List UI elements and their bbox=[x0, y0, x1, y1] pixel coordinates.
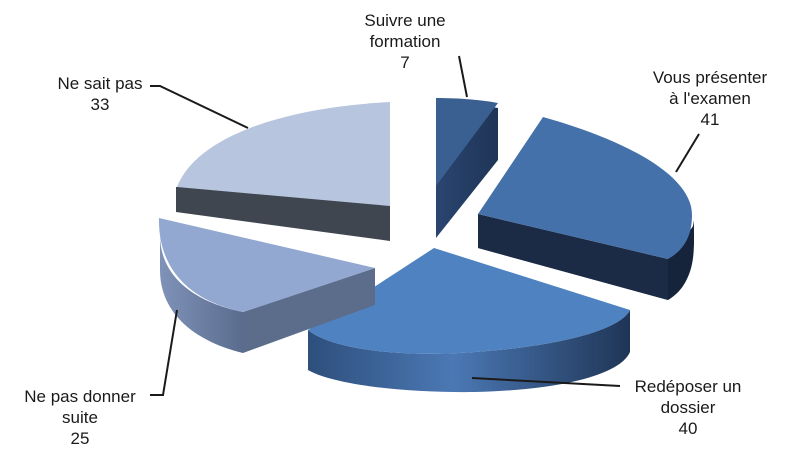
slice-label-suivre: Suivre une formation 7 bbox=[335, 10, 475, 73]
slice-ne-sait-pas bbox=[176, 102, 390, 241]
slice-redeposer-top bbox=[308, 248, 630, 354]
slice-nepas-side-right bbox=[243, 268, 375, 353]
slice-ne-sait-pas-top bbox=[177, 102, 390, 206]
slice-ne-pas-donner-suite bbox=[158, 218, 375, 353]
slice-label-nesaitpas-line1: Ne sait pas bbox=[57, 74, 143, 93]
slice-redeposer-side bbox=[308, 310, 630, 393]
slice-value-suivre: 7 bbox=[400, 53, 410, 72]
slice-label-nepas-line1: Ne pas donner bbox=[24, 387, 136, 406]
leader-line-vous bbox=[675, 133, 700, 173]
leader-line-nesaitpas bbox=[150, 85, 249, 129]
slice-label-vous-line1: Vous présenter bbox=[652, 68, 768, 87]
slice-value-redeposer: 40 bbox=[678, 419, 698, 438]
slice-vous-presenter bbox=[478, 117, 694, 300]
slice-label-redeposer-line2: dossier bbox=[660, 398, 716, 417]
slice-vous-top bbox=[478, 117, 692, 259]
slice-label-suivre-line1: Suivre une bbox=[364, 11, 446, 30]
slice-nepas-side-left bbox=[160, 235, 243, 353]
slice-label-nepas-line2: suite bbox=[62, 408, 98, 427]
slice-label-nesaitpas: Ne sait pas 33 bbox=[40, 73, 160, 115]
slice-suivre-une-formation bbox=[436, 98, 498, 238]
slice-suivre-top bbox=[436, 98, 498, 186]
slice-label-redeposer: Redéposer un dossier 40 bbox=[618, 376, 758, 439]
leader-line-nepas bbox=[150, 309, 178, 396]
slice-value-vous: 41 bbox=[700, 110, 720, 129]
slice-nepas-top bbox=[158, 218, 375, 312]
slice-label-vous: Vous présenter à l'examen 41 bbox=[640, 67, 780, 130]
leader-lines bbox=[150, 55, 700, 396]
slice-redeposer-un-dossier bbox=[308, 248, 630, 393]
slice-label-nepas: Ne pas donner suite 25 bbox=[10, 386, 150, 449]
slice-label-vous-line2: à l'examen bbox=[669, 89, 751, 108]
leader-line-suivre bbox=[458, 55, 468, 98]
slice-value-nepas: 25 bbox=[70, 429, 90, 448]
slice-label-suivre-line2: formation bbox=[369, 32, 441, 51]
leader-line-redeposer bbox=[471, 377, 621, 387]
slice-value-nesaitpas: 33 bbox=[90, 95, 110, 114]
slice-label-redeposer-line1: Redéposer un bbox=[634, 377, 742, 396]
